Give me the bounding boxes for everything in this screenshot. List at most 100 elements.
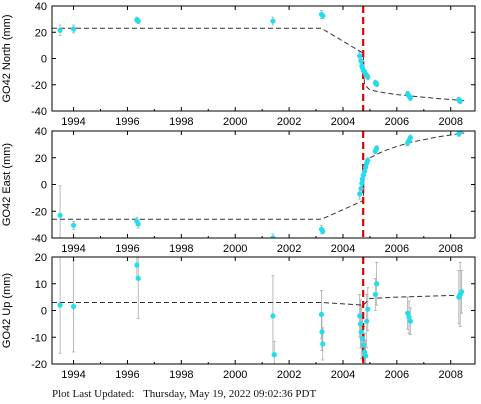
y-tick-label: 10: [35, 279, 47, 291]
x-tick-label: 1998: [169, 243, 193, 255]
y-tick-label: 20: [35, 252, 47, 264]
x-tick-label: 2004: [331, 116, 355, 128]
data-point: [363, 164, 369, 170]
data-point: [270, 18, 276, 24]
data-point: [372, 291, 378, 298]
panel-0: 1994 1996 1998 2000 2002 2004 2006 2008 -40 -20 0 2…: [1, 1, 476, 128]
x-tick-label: 2006: [385, 243, 409, 255]
data-point: [357, 321, 364, 327]
y-tick-label: 20: [35, 153, 47, 165]
data-point: [70, 26, 77, 32]
x-tick-label: 2008: [439, 243, 463, 255]
data-point: [270, 313, 276, 319]
data-point: [70, 222, 77, 228]
data-point: [407, 318, 413, 324]
data-point: [134, 262, 140, 268]
data-point: [374, 81, 380, 87]
data-point: [458, 289, 465, 295]
x-tick-label: 1998: [169, 369, 193, 381]
y-tick-label: -20: [31, 359, 47, 371]
y-tick-label: -40: [31, 106, 47, 118]
data-point: [135, 221, 141, 227]
data-point: [57, 302, 63, 308]
x-tick-label: 1998: [169, 116, 193, 128]
model-curve: [52, 294, 465, 306]
panel-frame: [51, 256, 476, 365]
y-axis-label: GO42 North (mm): [1, 14, 13, 102]
x-tick-label: 2000: [223, 243, 247, 255]
data-point: [365, 74, 371, 80]
data-point: [407, 95, 413, 101]
data-point: [365, 157, 371, 164]
x-tick-label: 2002: [277, 243, 301, 255]
y-tick-label: -20: [31, 80, 47, 92]
x-tick-label: 2002: [277, 369, 301, 381]
x-tick-label: 2008: [439, 369, 463, 381]
x-tick-label: 2002: [277, 116, 301, 128]
data-point: [359, 180, 365, 186]
y-tick-label: -40: [31, 233, 47, 245]
data-point: [407, 135, 413, 141]
footer-label: Plot Last Updated:: [52, 388, 135, 400]
data-point: [361, 168, 368, 174]
x-tick-label: 2000: [223, 116, 247, 128]
data-point: [360, 172, 367, 178]
data-point: [357, 191, 363, 197]
x-tick-label: 1996: [115, 116, 139, 128]
x-tick-label: 2008: [439, 116, 463, 128]
data-point: [70, 303, 77, 310]
panel-2: 1994 1996 1998 2000 2002 2004 2006 2008 -20 -10 0 1…: [1, 252, 476, 381]
model-curve: [52, 27, 465, 101]
y-tick-label: 40: [35, 126, 47, 138]
plot-area: [52, 257, 465, 364]
data-point: [270, 235, 276, 238]
data-point: [364, 318, 370, 324]
data-point: [57, 212, 63, 218]
data-point: [135, 275, 141, 281]
data-point: [374, 145, 380, 151]
data-point: [365, 306, 371, 312]
y-tick-label: 20: [35, 27, 47, 39]
x-tick-label: 1996: [115, 369, 139, 381]
data-point: [363, 353, 369, 359]
data-point: [359, 176, 365, 182]
y-tick-label: -10: [31, 332, 47, 344]
x-tick-label: 2000: [223, 369, 247, 381]
plot-area: [52, 131, 465, 238]
x-tick-label: 1994: [61, 243, 85, 255]
panel-1: 1994 1996 1998 2000 2002 2004 2006 2008 -40 -20 0 2…: [1, 126, 476, 255]
data-point: [457, 98, 463, 104]
data-point: [357, 53, 363, 59]
data-point: [361, 349, 368, 355]
data-point: [406, 314, 412, 320]
data-point: [405, 310, 411, 316]
x-tick-label: 1996: [115, 243, 139, 255]
data-point: [57, 27, 63, 33]
footer: Plot Last Updated: Thursday, May 19, 202…: [52, 388, 316, 400]
x-tick-label: 2004: [331, 369, 355, 381]
plot-area: [52, 6, 465, 111]
x-tick-label: 1994: [61, 116, 85, 128]
panel-frame: [51, 130, 476, 239]
data-point: [320, 341, 326, 347]
data-point: [360, 342, 367, 348]
x-tick-label: 1994: [61, 369, 85, 381]
y-tick-label: 0: [41, 180, 47, 192]
x-tick-label: 2006: [385, 116, 409, 128]
data-point: [135, 18, 141, 24]
x-tick-label: 2004: [331, 243, 355, 255]
x-tick-label: 2006: [385, 369, 409, 381]
y-tick-label: 0: [41, 54, 47, 66]
data-point: [320, 13, 326, 19]
data-point: [358, 185, 364, 192]
data-point: [358, 58, 364, 64]
data-point: [357, 313, 363, 319]
y-axis-label: GO42 East (mm): [1, 143, 13, 226]
footer-timestamp: Thursday, May 19, 2022 09:02:36 PDT: [143, 388, 317, 400]
y-tick-label: 40: [35, 1, 47, 13]
y-tick-label: 0: [41, 306, 47, 318]
data-point: [374, 281, 380, 287]
model-curve: [52, 132, 465, 220]
data-point: [318, 311, 325, 318]
